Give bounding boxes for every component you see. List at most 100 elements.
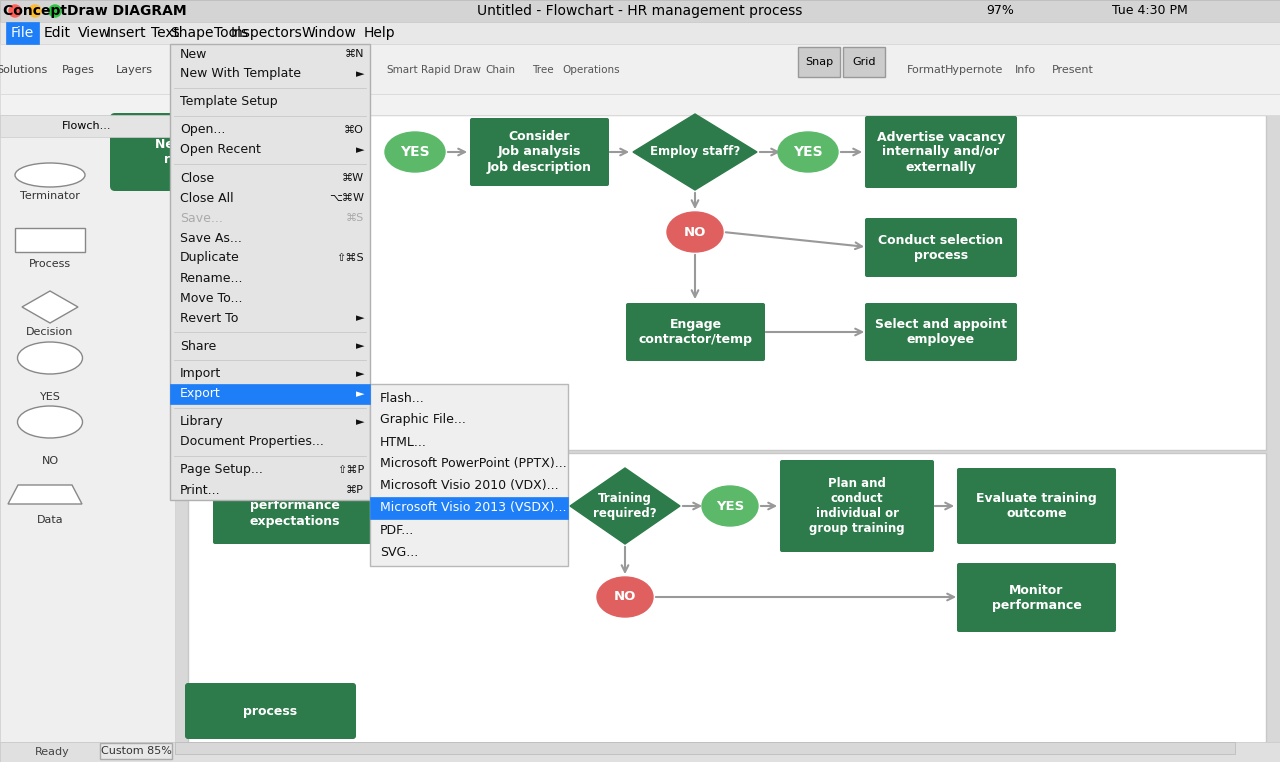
- Text: Plan and
conduct
individual or
group training: Plan and conduct individual or group tra…: [809, 477, 905, 535]
- Bar: [797, 47, 840, 77]
- Bar: [370, 497, 568, 519]
- Text: ⌥⌘W: ⌥⌘W: [329, 193, 364, 203]
- Text: Operations: Operations: [562, 65, 620, 75]
- Ellipse shape: [701, 486, 758, 526]
- Text: File: File: [10, 26, 33, 40]
- Text: Tools: Tools: [214, 26, 248, 40]
- Text: ►: ►: [356, 69, 364, 79]
- Text: Document Properties...: Document Properties...: [180, 436, 324, 449]
- Bar: [100, 743, 172, 759]
- Bar: [844, 47, 884, 77]
- Text: Layers: Layers: [115, 65, 152, 75]
- Bar: [15, 228, 84, 252]
- Text: ►: ►: [356, 369, 364, 379]
- Text: ►: ►: [356, 389, 364, 399]
- Text: Data: Data: [37, 515, 63, 525]
- Polygon shape: [570, 468, 680, 544]
- Polygon shape: [8, 485, 82, 504]
- FancyBboxPatch shape: [186, 683, 356, 739]
- Text: Undertake
training needs
analysis: Undertake training needs analysis: [425, 485, 527, 527]
- Text: View: View: [78, 26, 110, 40]
- Text: Close All: Close All: [180, 191, 234, 204]
- Text: Flash...: Flash...: [380, 392, 425, 405]
- Text: Save As...: Save As...: [180, 232, 242, 245]
- Text: Inspectors: Inspectors: [230, 26, 302, 40]
- Text: ⇧⌘S: ⇧⌘S: [337, 253, 364, 263]
- Text: Monitor
performance: Monitor performance: [992, 584, 1082, 611]
- Ellipse shape: [18, 342, 82, 374]
- FancyBboxPatch shape: [399, 468, 552, 544]
- Text: NO: NO: [614, 591, 636, 604]
- Bar: [370, 384, 568, 566]
- Text: ⌘S: ⌘S: [346, 213, 364, 223]
- Text: New: New: [180, 47, 207, 60]
- Text: Window: Window: [302, 26, 356, 40]
- Bar: [188, 453, 1266, 743]
- Circle shape: [49, 5, 61, 17]
- Text: Untitled - Flowchart - HR management process: Untitled - Flowchart - HR management pro…: [477, 4, 803, 18]
- Ellipse shape: [778, 132, 838, 172]
- Text: NO: NO: [684, 226, 707, 239]
- Text: ⌘P: ⌘P: [346, 485, 364, 495]
- Text: ►: ►: [356, 341, 364, 351]
- Ellipse shape: [18, 406, 82, 438]
- Polygon shape: [634, 114, 756, 190]
- Text: ⌘W: ⌘W: [342, 173, 364, 183]
- Text: Duplicate: Duplicate: [180, 251, 239, 264]
- Text: Grid: Grid: [852, 57, 876, 67]
- Text: Share: Share: [180, 340, 216, 353]
- Text: Edit: Edit: [44, 26, 70, 40]
- Text: Tree: Tree: [532, 65, 554, 75]
- Text: YES: YES: [401, 145, 430, 159]
- Text: Snap: Snap: [805, 57, 833, 67]
- Text: YES: YES: [716, 500, 744, 513]
- Text: Select and appoint
employee: Select and appoint employee: [876, 318, 1007, 346]
- Text: 97%: 97%: [986, 5, 1014, 18]
- Text: Print...: Print...: [180, 484, 220, 497]
- FancyBboxPatch shape: [957, 468, 1116, 544]
- Text: Set goals and
performance
expectations: Set goals and performance expectations: [247, 485, 343, 527]
- Text: Custom 85%: Custom 85%: [101, 746, 172, 756]
- Text: Employ staff?: Employ staff?: [650, 146, 740, 158]
- Circle shape: [9, 5, 20, 17]
- Text: Import: Import: [180, 367, 221, 380]
- Ellipse shape: [667, 212, 723, 252]
- Text: Chain: Chain: [485, 65, 515, 75]
- Text: Open...: Open...: [180, 123, 225, 136]
- Text: Present: Present: [1052, 65, 1094, 75]
- Text: Pages: Pages: [61, 65, 95, 75]
- Text: Process: Process: [29, 259, 72, 269]
- Text: Engage
contractor/temp: Engage contractor/temp: [639, 318, 753, 346]
- Text: ConceptDraw DIAGRAM: ConceptDraw DIAGRAM: [3, 4, 187, 18]
- Text: Format: Format: [908, 65, 947, 75]
- Bar: [0, 115, 175, 742]
- Text: Open Recent: Open Recent: [180, 143, 261, 156]
- FancyBboxPatch shape: [212, 468, 378, 544]
- Bar: [0, 22, 1280, 44]
- Text: New With Template: New With Template: [180, 68, 301, 81]
- Ellipse shape: [15, 163, 84, 187]
- FancyBboxPatch shape: [470, 118, 609, 186]
- Bar: [0, 115, 175, 137]
- Text: Export: Export: [180, 388, 220, 401]
- Text: SVG...: SVG...: [380, 546, 419, 559]
- Text: ⌘N: ⌘N: [344, 49, 364, 59]
- Text: PDF...: PDF...: [380, 523, 415, 536]
- Ellipse shape: [385, 132, 445, 172]
- Bar: [175, 742, 1235, 754]
- Text: Template Setup: Template Setup: [180, 95, 278, 108]
- Text: ⇧⌘P: ⇧⌘P: [337, 465, 364, 475]
- Text: Help: Help: [364, 26, 394, 40]
- FancyBboxPatch shape: [865, 116, 1018, 188]
- Text: Close: Close: [180, 171, 214, 184]
- Text: Flowch...: Flowch...: [63, 121, 111, 131]
- Text: Text: Text: [151, 26, 179, 40]
- Text: Microsoft Visio 2010 (VDX)...: Microsoft Visio 2010 (VDX)...: [380, 479, 558, 492]
- Text: Tue 4:30 PM: Tue 4:30 PM: [1112, 5, 1188, 18]
- Text: Terminator: Terminator: [20, 191, 79, 201]
- Bar: [0, 44, 1280, 94]
- Text: ►: ►: [356, 145, 364, 155]
- Text: Revert To: Revert To: [180, 312, 238, 325]
- Text: Rapid Draw: Rapid Draw: [421, 65, 481, 75]
- Text: YES: YES: [40, 392, 60, 402]
